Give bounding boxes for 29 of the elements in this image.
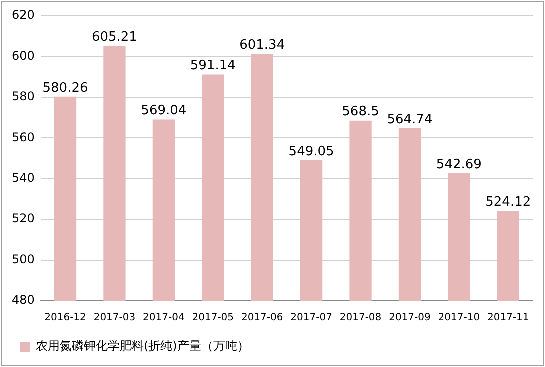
legend-label: 农用氮磷钾化学肥料(折纯)产量（万吨）	[36, 339, 250, 354]
data-label: 564.74	[387, 112, 433, 128]
x-tick-label: 2017-03	[94, 312, 136, 324]
data-label: 549.05	[288, 144, 334, 160]
y-tick-label: 500	[12, 252, 35, 266]
data-label: 601.34	[240, 38, 286, 53]
data-label: 524.12	[486, 195, 532, 210]
data-label: 580.26	[42, 80, 88, 96]
y-tick-label: 620	[12, 8, 35, 22]
x-tick-label: 2017-04	[143, 312, 185, 324]
x-tick-label: 2017-05	[192, 312, 234, 324]
y-tick-label: 580	[12, 90, 35, 104]
data-label: 568.5	[342, 104, 380, 120]
y-tick-label: 600	[12, 48, 35, 63]
x-tick-label: 2016-12	[44, 312, 86, 324]
y-tick-label: 540	[12, 170, 35, 185]
x-tick-label: 2017-09	[389, 312, 431, 324]
data-label: 605.21	[92, 30, 138, 45]
x-tick-label: 2017-08	[340, 312, 382, 324]
y-tick-label: 560	[12, 130, 35, 144]
data-label: 569.04	[141, 104, 187, 119]
x-tick-label: 2017-07	[290, 312, 332, 324]
x-tick-label: 2017-06	[241, 312, 284, 324]
data-label: 542.69	[436, 157, 482, 172]
y-tick-label: 520	[12, 212, 35, 226]
y-tick-label: 480	[12, 293, 35, 308]
x-tick-label: 2017-10	[438, 312, 480, 324]
data-label: 591.14	[190, 58, 236, 74]
x-tick-label: 2017-11	[487, 312, 530, 324]
